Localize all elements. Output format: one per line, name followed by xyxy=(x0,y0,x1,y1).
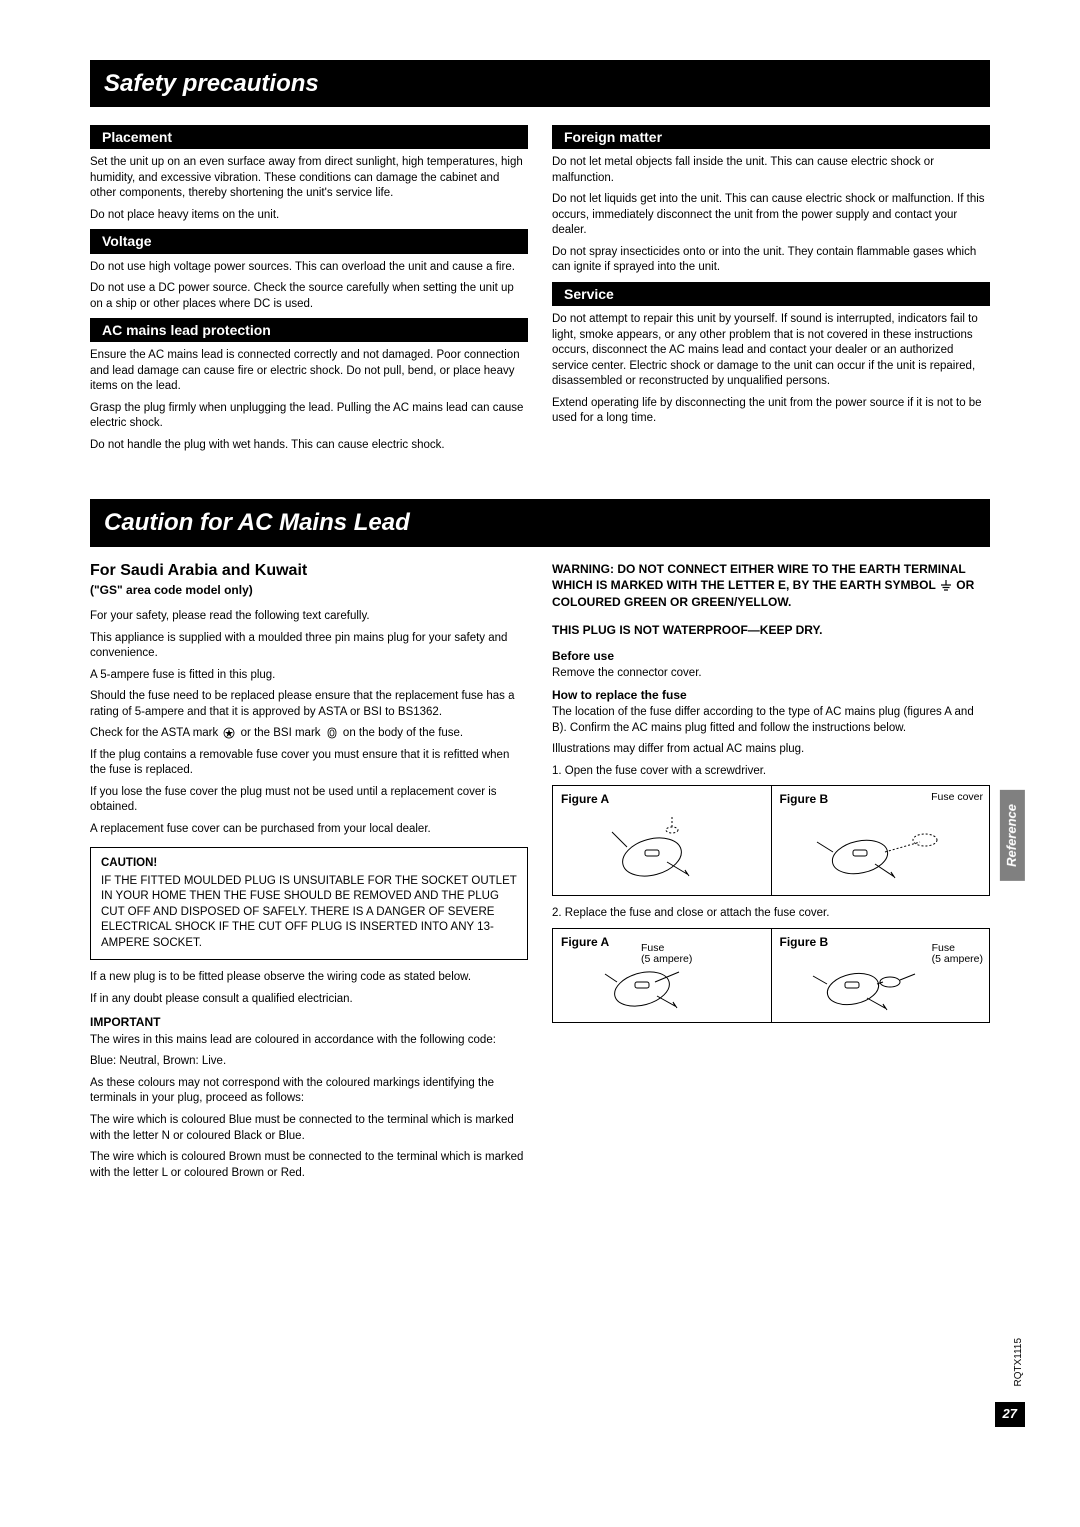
placement-p2: Do not place heavy items on the unit. xyxy=(90,208,528,224)
caution-p1: For your safety, please read the followi… xyxy=(90,609,528,625)
replace-head: How to replace the fuse xyxy=(552,688,990,704)
safety-columns: Placement Set the unit up on an even sur… xyxy=(90,121,990,459)
service-head: Service xyxy=(552,282,990,306)
caution-left-col: For Saudi Arabia and Kuwait ("GS" area c… xyxy=(90,561,528,1187)
caution-subsub: ("GS" area code model only) xyxy=(90,583,528,599)
fuse-callout-b2: (5 ampere) xyxy=(932,953,983,965)
step1: 1. Open the fuse cover with a screwdrive… xyxy=(552,764,990,780)
caution-p13: As these colours may not correspond with… xyxy=(90,1076,528,1107)
safety-title-bar: Safety precautions xyxy=(90,60,990,107)
doc-code: RQTX1115 xyxy=(1012,1338,1025,1387)
caution-p7: If you lose the fuse cover the plug must… xyxy=(90,785,528,816)
foreign-p1: Do not let metal objects fall inside the… xyxy=(552,155,990,186)
fig1b: Figure B Fuse cover xyxy=(771,786,990,895)
fusecover-callout: Fuse cover xyxy=(931,792,983,804)
voltage-p2: Do not use a DC power source. Check the … xyxy=(90,281,528,312)
safety-left-col: Placement Set the unit up on an even sur… xyxy=(90,121,528,459)
not-waterproof: THIS PLUG IS NOT WATERPROOF—KEEP DRY. xyxy=(552,623,990,639)
caution-box-label: CAUTION! xyxy=(101,856,517,872)
placement-p1: Set the unit up on an even surface away … xyxy=(90,155,528,202)
caution-box: CAUTION! IF THE FITTED MOULDED PLUG IS U… xyxy=(90,847,528,960)
caution-title-bar: Caution for AC Mains Lead xyxy=(90,499,990,546)
caution-p11: The wires in this mains lead are coloure… xyxy=(90,1033,528,1049)
voltage-p1: Do not use high voltage power sources. T… xyxy=(90,260,528,276)
warning-a: WARNING: DO NOT CONNECT EITHER WIRE TO T… xyxy=(552,562,966,593)
plug-figure-a1-icon xyxy=(597,812,727,887)
reference-tab: Reference xyxy=(1000,790,1025,881)
caution-p12: Blue: Neutral, Brown: Live. xyxy=(90,1054,528,1070)
beforeuse-text: Remove the connector cover. xyxy=(552,666,990,682)
important-label: IMPORTANT xyxy=(90,1015,528,1031)
placement-head: Placement xyxy=(90,125,528,149)
acmains-p1: Ensure the AC mains lead is connected co… xyxy=(90,348,528,395)
warning-text: WARNING: DO NOT CONNECT EITHER WIRE TO T… xyxy=(552,561,990,611)
fuse-callout-a2: (5 ampere) xyxy=(641,953,692,965)
safety-right-col: Foreign matter Do not let metal objects … xyxy=(552,121,990,459)
caution-p5a: Check for the ASTA mark xyxy=(90,727,221,739)
caution-subtitle: For Saudi Arabia and Kuwait xyxy=(90,561,528,582)
caution-p4: Should the fuse need to be replaced plea… xyxy=(90,689,528,720)
caution-p9: If a new plug is to be fitted please obs… xyxy=(90,970,528,986)
service-p2: Extend operating life by disconnecting t… xyxy=(552,396,990,427)
caution-p10: If in any doubt please consult a qualifi… xyxy=(90,992,528,1008)
caution-p5b: or the BSI mark xyxy=(237,727,323,739)
replace-note: Illustrations may differ from actual AC … xyxy=(552,742,990,758)
figure-box-1: Figure A Figure B Fuse cover xyxy=(552,785,990,896)
fuse-callout-b1: Fuse xyxy=(932,942,955,954)
figure-box-2: Figure A Fuse (5 ampere) Figure B xyxy=(552,928,990,1024)
fig2b: Figure B Fuse (5 ampere) xyxy=(771,929,990,1023)
page-number: 27 xyxy=(995,1402,1025,1427)
safety-title: Safety precautions xyxy=(104,68,976,99)
service-p1: Do not attempt to repair this unit by yo… xyxy=(552,312,990,390)
caution-p14: The wire which is coloured Blue must be … xyxy=(90,1113,528,1144)
bsi-mark-icon xyxy=(326,727,338,739)
acmains-p3: Do not handle the plug with wet hands. T… xyxy=(90,438,528,454)
fig2a: Figure A Fuse (5 ampere) xyxy=(553,929,771,1023)
fig1a: Figure A xyxy=(553,786,771,895)
replace-text: The location of the fuse differ accordin… xyxy=(552,705,990,736)
foreign-p2: Do not let liquids get into the unit. Th… xyxy=(552,192,990,239)
caution-p2: This appliance is supplied with a moulde… xyxy=(90,631,528,662)
earth-symbol-icon xyxy=(939,579,953,593)
foreign-p3: Do not spray insecticides onto or into t… xyxy=(552,245,990,276)
plug-figure-b1-icon xyxy=(805,812,955,887)
caution-right-col: WARNING: DO NOT CONNECT EITHER WIRE TO T… xyxy=(552,561,990,1187)
caution-title: Caution for AC Mains Lead xyxy=(104,507,976,538)
foreign-head: Foreign matter xyxy=(552,125,990,149)
caution-p6: If the plug contains a removable fuse co… xyxy=(90,748,528,779)
caution-box-text: IF THE FITTED MOULDED PLUG IS UNSUITABLE… xyxy=(101,874,517,952)
step2: 2. Replace the fuse and close or attach … xyxy=(552,906,990,922)
fuse-callout-a1: Fuse xyxy=(641,942,664,954)
acmains-head: AC mains lead protection xyxy=(90,318,528,342)
caution-p5: Check for the ASTA mark or the BSI mark … xyxy=(90,726,528,742)
caution-p15: The wire which is coloured Brown must be… xyxy=(90,1150,528,1181)
voltage-head: Voltage xyxy=(90,229,528,253)
caution-p5c: on the body of the fuse. xyxy=(340,727,463,739)
caution-p8: A replacement fuse cover can be purchase… xyxy=(90,822,528,838)
caution-p3: A 5-ampere fuse is fitted in this plug. xyxy=(90,668,528,684)
acmains-p2: Grasp the plug firmly when unplugging th… xyxy=(90,401,528,432)
fig1a-label: Figure A xyxy=(561,792,763,808)
caution-columns: For Saudi Arabia and Kuwait ("GS" area c… xyxy=(90,561,990,1187)
asta-mark-icon xyxy=(223,727,235,739)
beforeuse-head: Before use xyxy=(552,649,990,665)
